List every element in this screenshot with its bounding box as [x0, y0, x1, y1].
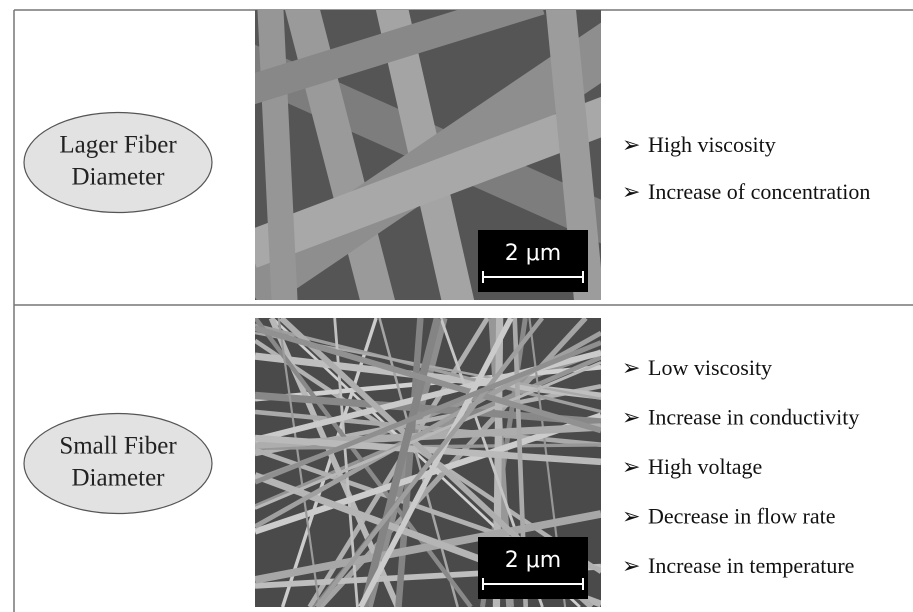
list-item: Increase of concentration — [648, 179, 870, 204]
scale-bar-text: 2 μm — [505, 241, 561, 266]
bullet: ➢ — [622, 405, 640, 430]
scale-bar-text: 2 μm — [505, 548, 561, 573]
list-item: Increase in temperature — [648, 553, 854, 578]
bullet: ➢ — [622, 553, 640, 578]
list-item: High viscosity — [648, 132, 776, 157]
label-text: Small Fiber — [59, 433, 177, 460]
label-text: Lager Fiber — [59, 132, 177, 159]
label-text: Diameter — [71, 164, 165, 191]
figure: Lager Fiber Diameter 2 μm ➢ High viscosity ➢ I… — [0, 0, 913, 612]
bullet: ➢ — [622, 179, 640, 204]
bullet: ➢ — [622, 454, 640, 479]
bullet: ➢ — [622, 504, 640, 529]
list-item: High voltage — [648, 454, 762, 479]
list-item: Low viscosity — [648, 355, 772, 380]
bullet: ➢ — [622, 355, 640, 380]
list-item: Increase in conductivity — [648, 405, 859, 430]
label-ellipse — [24, 113, 212, 213]
list-item: Decrease in flow rate — [648, 504, 836, 529]
label-ellipse — [24, 414, 212, 514]
bullet: ➢ — [622, 132, 640, 157]
label-text: Diameter — [71, 465, 165, 492]
